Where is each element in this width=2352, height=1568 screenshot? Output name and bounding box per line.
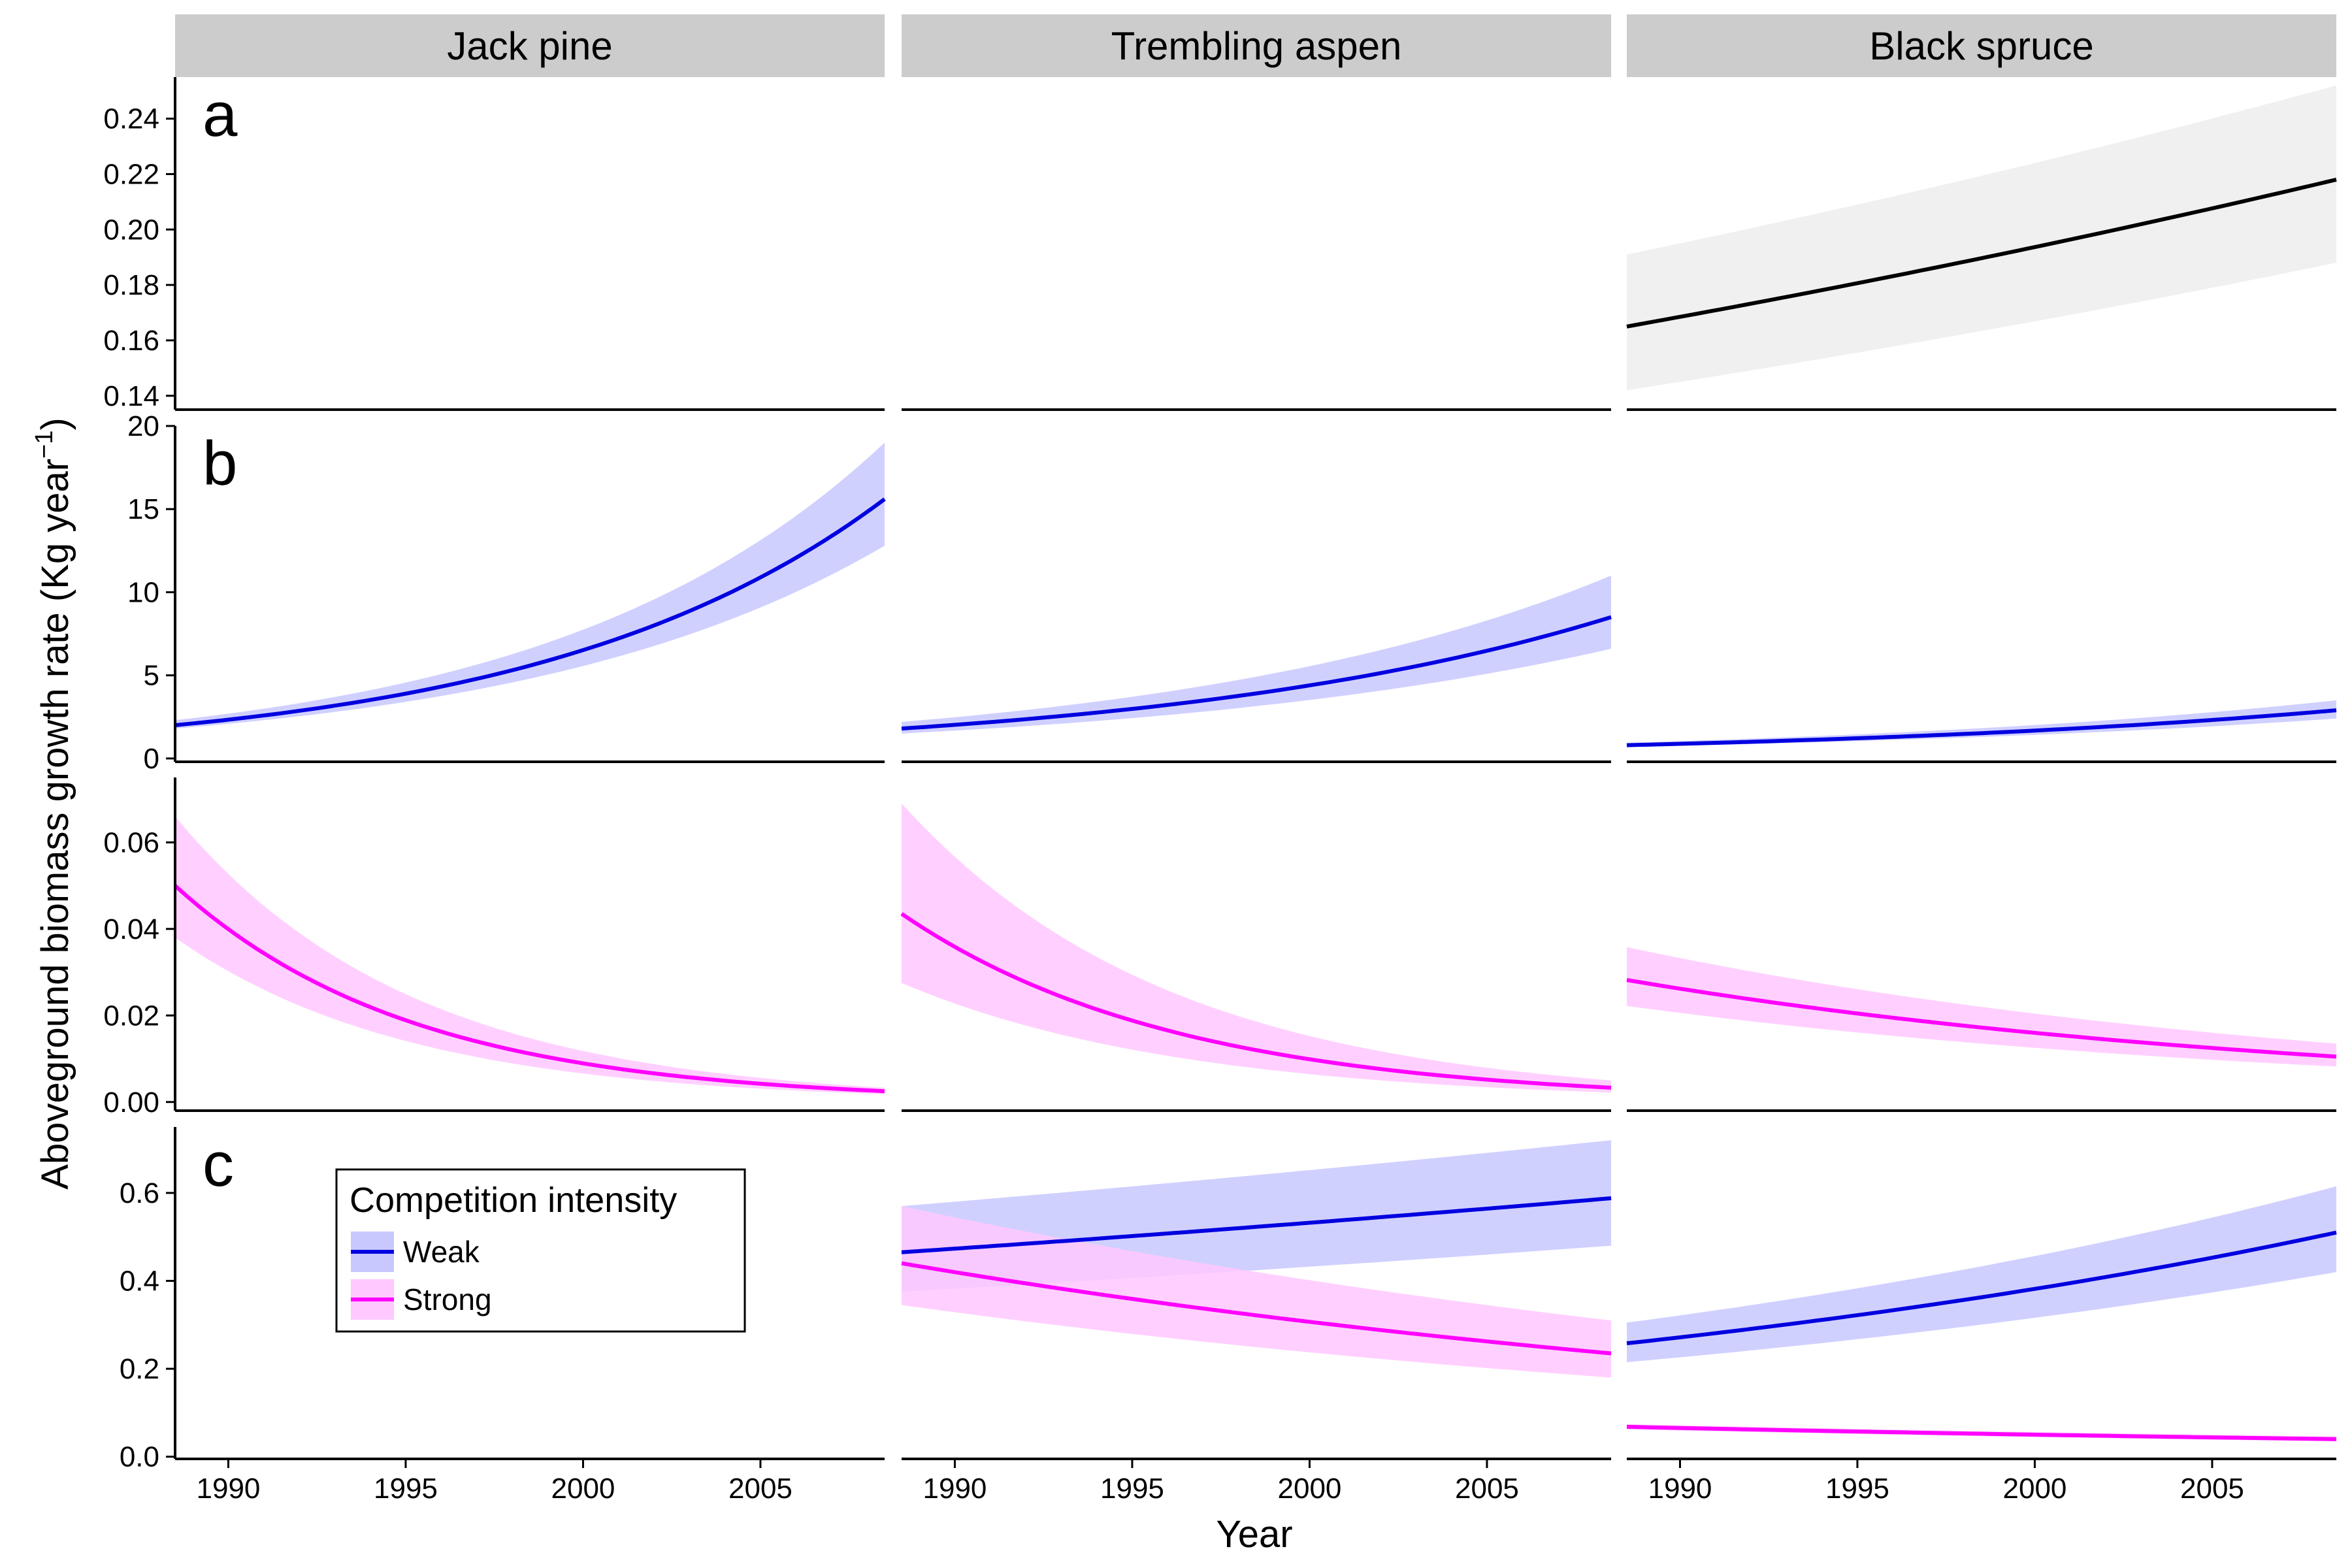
series-line-weak <box>901 615 1612 731</box>
y-tick-label: 0.2 <box>120 1353 159 1385</box>
panel-trembling-aspen-row-3 <box>900 803 1612 1093</box>
y-tick-label: 0.16 <box>103 325 159 357</box>
facet-strip-black-spruce: Black spruce <box>1627 14 2336 77</box>
facet-strip-label: Jack pine <box>447 24 612 68</box>
x-tick-label: 2005 <box>728 1473 792 1505</box>
y-tick-label: 0.22 <box>103 158 159 190</box>
series-line-weak <box>1626 1230 2337 1345</box>
y-tick-label: 0.24 <box>103 103 159 135</box>
panel-black-spruce-row-3 <box>1626 947 2337 1067</box>
panel-jack-pine-row-3 <box>174 816 885 1094</box>
series-line-strong <box>1626 1424 2337 1441</box>
series-line-overall <box>1626 177 2337 329</box>
panel-black-spruce-row-2 <box>1626 700 2337 747</box>
legend-title: Competition intensity <box>350 1181 677 1220</box>
series-line-weak <box>174 497 886 727</box>
panel-jack-pine-row-2 <box>174 442 886 729</box>
y-tick-label: 0.20 <box>103 214 159 246</box>
facet-strip-label: Black spruce <box>1869 24 2093 68</box>
facet-strip-background <box>902 14 1611 77</box>
y-tick-label: 0.4 <box>120 1265 159 1297</box>
y-axis-title-close: ) <box>34 417 76 430</box>
panel-black-spruce-row-4 <box>1626 1186 2337 1442</box>
y-axis-title: Aboveground biomass growth rate (Kg year… <box>31 417 76 1189</box>
chart-axes: 0.14 0.16 0.18 0.20 0.22 0.24 a 0 5 10 15 20 b 0.00 0.… <box>103 77 2336 1505</box>
chart-panels <box>174 85 2337 1442</box>
y-axis-title-main: Aboveground biomass growth rate (Kg year <box>34 459 76 1190</box>
series-line-strong <box>901 1261 1612 1356</box>
x-tick-label: 1990 <box>197 1473 261 1505</box>
y-tick-label: 0 <box>144 743 159 775</box>
legend-box <box>335 1168 746 1333</box>
confidence-band-strong <box>175 816 885 1094</box>
y-tick-label: 0.6 <box>120 1177 159 1209</box>
facet-strip-background <box>1627 14 2336 77</box>
y-tick-label: 10 <box>127 576 159 608</box>
series-line-strong <box>1626 978 2337 1059</box>
y-tick-label: 0.00 <box>103 1086 159 1119</box>
y-tick-label: 0.0 <box>120 1441 159 1473</box>
x-tick-label: 1990 <box>923 1473 987 1505</box>
x-axis-title: Year <box>1216 1513 1292 1556</box>
panel-trembling-aspen-row-4 <box>901 1140 1612 1378</box>
x-tick-label: 1995 <box>1100 1473 1164 1505</box>
y-tick-label: 0.18 <box>103 269 159 301</box>
x-tick-label: 2000 <box>2003 1473 2067 1505</box>
legend-label-weak: Weak <box>403 1235 480 1269</box>
series-line-strong <box>174 884 885 1094</box>
x-tick-label: 1995 <box>1825 1473 1889 1505</box>
confidence-band-weak <box>175 442 885 729</box>
confidence-band-overall <box>1627 85 2336 391</box>
x-tick-label: 2000 <box>551 1473 615 1505</box>
legend: Competition intensity Weak Strong <box>335 1168 746 1333</box>
panel-black-spruce-row-1 <box>1626 85 2337 391</box>
y-tick-label: 0.04 <box>103 913 159 945</box>
series-line-strong <box>900 912 1612 1090</box>
panel-letter-a: a <box>203 80 238 150</box>
x-tick-label: 2005 <box>2180 1473 2244 1505</box>
y-axis-title-superscript: −1 <box>31 431 58 459</box>
x-tick-label: 1995 <box>374 1473 438 1505</box>
y-tick-label: 5 <box>144 660 159 692</box>
y-tick-label: 15 <box>127 493 159 525</box>
confidence-band-strong <box>1627 947 2336 1067</box>
panel-letter-c: c <box>203 1130 234 1200</box>
y-tick-label: 0.02 <box>103 1000 159 1032</box>
confidence-band-strong <box>902 803 1611 1093</box>
facet-strip-label: Trembling aspen <box>1111 24 1402 68</box>
series-line-weak <box>901 1196 1612 1254</box>
y-tick-label: 0.14 <box>103 380 159 412</box>
x-tick-label: 2005 <box>1455 1473 1519 1505</box>
legend-item-strong: Strong <box>351 1279 492 1320</box>
y-tick-label: 0.06 <box>103 826 159 858</box>
x-tick-label: 2000 <box>1278 1473 1342 1505</box>
series-line-weak <box>1626 708 2337 747</box>
confidence-band-weak <box>1627 700 2336 747</box>
facet-strip-jack-pine: Jack pine <box>175 14 885 77</box>
panel-letter-b: b <box>203 429 237 498</box>
confidence-band-weak <box>1627 1186 2336 1362</box>
facet-strip-background <box>175 14 885 77</box>
panel-trembling-aspen-row-2 <box>901 576 1612 734</box>
y-tick-label: 20 <box>127 410 159 442</box>
x-tick-label: 1990 <box>1648 1473 1712 1505</box>
legend-label-strong: Strong <box>403 1282 492 1316</box>
legend-item-weak: Weak <box>351 1232 480 1272</box>
facet-strip-trembling-aspen: Trembling aspen <box>902 14 1611 77</box>
facet-strips: Jack pine Trembling aspen Black spruce <box>175 14 2336 77</box>
confidence-band-weak <box>902 576 1611 734</box>
